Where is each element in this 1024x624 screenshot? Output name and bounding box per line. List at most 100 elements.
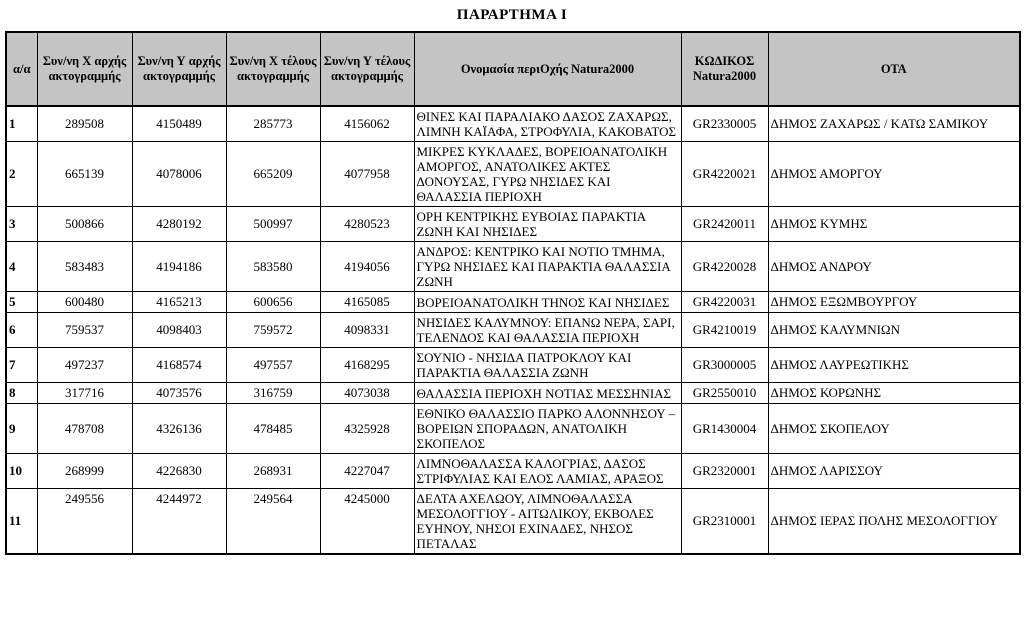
cell-x-end: 600656 — [225, 291, 321, 313]
cell-y-start: 4194186 — [131, 241, 227, 292]
cell-ota: ΔΗΜΟΣ ΑΝΔΡΟΥ — [767, 241, 1021, 292]
cell-x-end: 665209 — [225, 141, 321, 207]
table-row: 3 500866 4280192 500997 4280523 ΟΡΗ ΚΕΝΤ… — [5, 206, 1021, 242]
cell-row-number: 6 — [5, 312, 38, 348]
cell-x-end: 268931 — [225, 453, 321, 489]
cell-natura-code: GR3000005 — [680, 347, 769, 383]
cell-natura-code: GR2310001 — [680, 488, 769, 555]
cell-y-end: 4098331 — [319, 312, 415, 348]
cell-natura-name: ΒΟΡΕΙΟΑΝΑΤΟΛΙΚΗ ΤΗΝΟΣ ΚΑΙ ΝΗΣΙΔΕΣ — [413, 291, 682, 313]
cell-x-end: 497557 — [225, 347, 321, 383]
cell-x-end: 249564 — [225, 488, 321, 555]
cell-x-start: 249556 — [36, 488, 133, 555]
cell-y-end: 4165085 — [319, 291, 415, 313]
cell-y-start: 4226830 — [131, 453, 227, 489]
cell-natura-code: GR2330005 — [680, 105, 769, 142]
col-header-x-end: Συν/νη Χ τέλους ακτογραμμής — [225, 31, 321, 107]
cell-y-start: 4073576 — [131, 382, 227, 404]
cell-ota: ΔΗΜΟΣ ΚΑΛΥΜΝΙΩΝ — [767, 312, 1021, 348]
col-header-natura-code: ΚΩΔΙΚΟΣ Natura2000 — [680, 31, 769, 107]
cell-natura-name: ΘΙΝΕΣ ΚΑΙ ΠΑΡΑΛΙΑΚΟ ΔΑΣΟΣ ΖΑΧΑΡΩΣ, ΛΙΜΝΗ… — [413, 105, 682, 142]
cell-row-number: 10 — [5, 453, 38, 489]
cell-row-number: 4 — [5, 241, 38, 292]
cell-row-number: 3 — [5, 206, 38, 242]
table-header: α/α Συν/νη Χ αρχής ακτογραμμής Συν/νη Υ … — [5, 31, 1021, 107]
cell-y-end: 4168295 — [319, 347, 415, 383]
cell-x-start: 583483 — [36, 241, 133, 292]
cell-ota: ΔΗΜΟΣ ΖΑΧΑΡΩΣ / ΚΑΤΩ ΣΑΜΙΚΟΥ — [767, 105, 1021, 142]
table-row: 6 759537 4098403 759572 4098331 ΝΗΣΙΔΕΣ … — [5, 312, 1021, 348]
cell-x-end: 316759 — [225, 382, 321, 404]
cell-x-start: 500866 — [36, 206, 133, 242]
cell-row-number: 8 — [5, 382, 38, 404]
cell-x-start: 665139 — [36, 141, 133, 207]
cell-x-end: 500997 — [225, 206, 321, 242]
cell-x-start: 268999 — [36, 453, 133, 489]
cell-natura-name: ΑΝΔΡΟΣ: ΚΕΝΤΡΙΚΟ ΚΑΙ ΝΟΤΙΟ ΤΜΗΜΑ, ΓΥΡΩ Ν… — [413, 241, 682, 292]
table-row: 2 665139 4078006 665209 4077958 ΜΙΚΡΕΣ Κ… — [5, 141, 1021, 207]
cell-natura-code: GR2420011 — [680, 206, 769, 242]
cell-y-start: 4098403 — [131, 312, 227, 348]
cell-y-end: 4280523 — [319, 206, 415, 242]
cell-x-start: 478708 — [36, 403, 133, 454]
table-row: 9 478708 4326136 478485 4325928 ΕΘΝΙΚΟ Θ… — [5, 403, 1021, 454]
cell-natura-name: ΟΡΗ ΚΕΝΤΡΙΚΗΣ ΕΥΒΟΙΑΣ ΠΑΡΑΚΤΙΑ ΖΩΝΗ ΚΑΙ … — [413, 206, 682, 242]
cell-ota: ΔΗΜΟΣ ΚΥΜΗΣ — [767, 206, 1021, 242]
table-row: 11 249556 4244972 249564 4245000 ΔΕΛΤΑ Α… — [5, 488, 1021, 555]
col-header-natura-name: Ονομασία περιΟχής Natura2000 — [413, 31, 682, 107]
cell-y-end: 4227047 — [319, 453, 415, 489]
col-header-ota: ΟΤΑ — [767, 31, 1021, 107]
cell-row-number: 9 — [5, 403, 38, 454]
cell-natura-code: GR4220028 — [680, 241, 769, 292]
natura2000-table: α/α Συν/νη Χ αρχής ακτογραμμής Συν/νη Υ … — [5, 31, 1021, 555]
cell-y-start: 4150489 — [131, 105, 227, 142]
cell-natura-code: GR2320001 — [680, 453, 769, 489]
cell-y-start: 4165213 — [131, 291, 227, 313]
cell-ota: ΔΗΜΟΣ ΣΚΟΠΕΛΟΥ — [767, 403, 1021, 454]
cell-natura-name: ΘΑΛΑΣΣΙΑ ΠΕΡΙΟΧΗ ΝΟΤΙΑΣ ΜΕΣΣΗΝΙΑΣ — [413, 382, 682, 404]
cell-row-number: 11 — [5, 488, 38, 555]
cell-y-end: 4073038 — [319, 382, 415, 404]
cell-x-start: 600480 — [36, 291, 133, 313]
cell-ota: ΔΗΜΟΣ ΛΑΥΡΕΩΤΙΚΗΣ — [767, 347, 1021, 383]
cell-natura-code: GR1430004 — [680, 403, 769, 454]
table-row: 7 497237 4168574 497557 4168295 ΣΟΥΝΙΟ -… — [5, 347, 1021, 383]
cell-x-start: 317716 — [36, 382, 133, 404]
cell-y-end: 4194056 — [319, 241, 415, 292]
cell-x-end: 478485 — [225, 403, 321, 454]
page-title: ΠΑΡΑΡΤΗΜΑ Ι — [456, 7, 568, 23]
cell-y-start: 4280192 — [131, 206, 227, 242]
cell-row-number: 1 — [5, 105, 38, 142]
cell-x-start: 497237 — [36, 347, 133, 383]
cell-ota: ΔΗΜΟΣ ΙΕΡΑΣ ΠΟΛΗΣ ΜΕΣΟΛΟΓΓΙΟΥ — [767, 488, 1021, 555]
table-row: 1 289508 4150489 285773 4156062 ΘΙΝΕΣ ΚΑ… — [5, 105, 1021, 142]
cell-row-number: 5 — [5, 291, 38, 313]
table-row: 4 583483 4194186 583580 4194056 ΑΝΔΡΟΣ: … — [5, 241, 1021, 292]
cell-y-end: 4325928 — [319, 403, 415, 454]
cell-x-start: 289508 — [36, 105, 133, 142]
cell-x-end: 759572 — [225, 312, 321, 348]
table-body: 1 289508 4150489 285773 4156062 ΘΙΝΕΣ ΚΑ… — [5, 105, 1021, 555]
cell-y-start: 4326136 — [131, 403, 227, 454]
col-header-aa: α/α — [5, 31, 38, 107]
cell-natura-name: ΝΗΣΙΔΕΣ ΚΑΛΥΜΝΟΥ: ΕΠΑΝΩ ΝΕΡΑ, ΣΑΡΙ, ΤΕΛΕ… — [413, 312, 682, 348]
cell-natura-name: ΜΙΚΡΕΣ ΚΥΚΛΑΔΕΣ, ΒΟΡΕΙΟΑΝΑΤΟΛΙΚΗ ΑΜΟΡΓΟΣ… — [413, 141, 682, 207]
cell-row-number: 7 — [5, 347, 38, 383]
col-header-y-end: Συν/νη Υ τέλους ακτογραμμής — [319, 31, 415, 107]
table-row: 5 600480 4165213 600656 4165085 ΒΟΡΕΙΟΑΝ… — [5, 291, 1021, 313]
cell-natura-name: ΕΘΝΙΚΟ ΘΑΛΑΣΣΙΟ ΠΑΡΚΟ ΑΛΟΝΝΗΣΟΥ – ΒΟΡΕΙΩ… — [413, 403, 682, 454]
cell-x-start: 759537 — [36, 312, 133, 348]
cell-x-end: 583580 — [225, 241, 321, 292]
cell-ota: ΔΗΜΟΣ ΕΞΩΜΒΟΥΡΓΟΥ — [767, 291, 1021, 313]
cell-y-start: 4168574 — [131, 347, 227, 383]
cell-ota: ΔΗΜΟΣ ΚΟΡΩΝΗΣ — [767, 382, 1021, 404]
col-header-y-start: Συν/νη Υ αρχής ακτογραμμής — [131, 31, 227, 107]
cell-y-end: 4245000 — [319, 488, 415, 555]
cell-natura-name: ΣΟΥΝΙΟ - ΝΗΣΙΔΑ ΠΑΤΡΟΚΛΟΥ ΚΑΙ ΠΑΡΑΚΤΙΑ Θ… — [413, 347, 682, 383]
table-row: 8 317716 4073576 316759 4073038 ΘΑΛΑΣΣΙΑ… — [5, 382, 1021, 404]
cell-natura-name: ΛΙΜΝΟΘΑΛΑΣΣΑ ΚΑΛΟΓΡΙΑΣ, ΔΑΣΟΣ ΣΤΡΙΦΥΛΙΑΣ… — [413, 453, 682, 489]
cell-natura-name: ΔΕΛΤΑ ΑΧΕΛΩΟΥ, ΛΙΜΝΟΘΑΛΑΣΣΑ ΜΕΣΟΛΟΓΓΙΟΥ … — [413, 488, 682, 555]
cell-y-end: 4077958 — [319, 141, 415, 207]
cell-ota: ΔΗΜΟΣ ΛΑΡΙΣΣΟΥ — [767, 453, 1021, 489]
